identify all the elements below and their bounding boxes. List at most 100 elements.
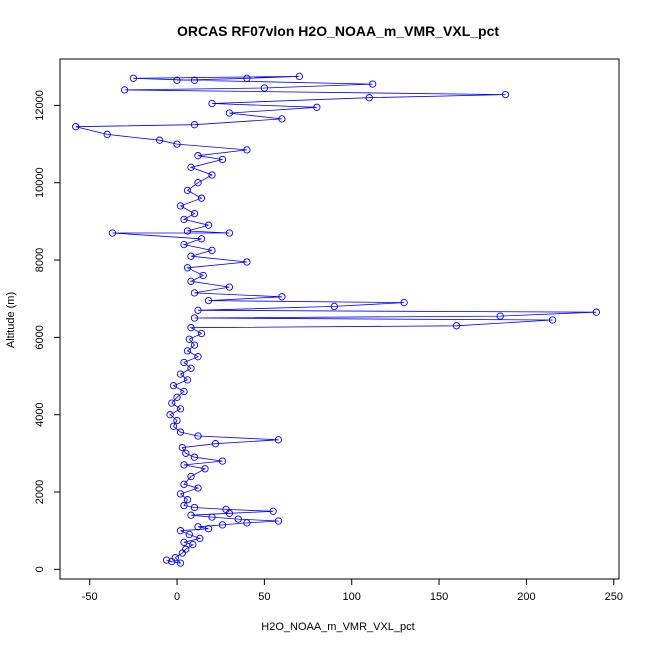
data-point [548,316,557,324]
data-point [190,209,199,218]
data-point [187,252,195,260]
data-point [162,556,171,564]
data-point [208,99,216,108]
y-tick-label: 6000 [34,325,46,349]
data-point [295,72,303,81]
data-point [190,453,199,461]
data-point [173,140,181,148]
data-point [183,186,192,195]
x-tick-label: 100 [343,591,361,603]
data-point [72,123,80,131]
data-point [278,293,286,301]
y-axis-label: Altitude (m) [5,292,17,348]
data-point [183,347,192,355]
data-point [108,229,117,237]
data-point [225,109,234,117]
data-point [180,501,188,510]
data-point [178,443,186,452]
data-point [496,312,504,320]
data-point [501,90,510,99]
data-point [194,353,202,361]
data-point [211,440,220,448]
data-point [169,382,178,390]
data-point [190,76,199,84]
data-point [187,364,195,372]
data-point [189,540,197,549]
data-point [169,422,178,430]
data-point [201,465,209,473]
data-point [194,432,202,440]
data-point [176,202,185,210]
y-tick-label: 4000 [34,402,46,426]
data-point [190,121,199,129]
data-point [183,227,192,235]
data-point [180,240,188,249]
x-tick-label: 250 [605,591,623,603]
data-point [190,289,199,297]
data-point [176,370,185,378]
x-axis-label: H2O_NOAA_m_VMR_VXL_pct [261,621,414,633]
y-tick-label: 8000 [34,248,46,272]
data-point [187,324,195,332]
data-point [243,258,251,266]
data-point [313,103,321,111]
x-axis: -50 0 50 100 150 200 250 [82,579,623,603]
data-point [190,341,199,349]
data-point [243,74,251,82]
data-point [196,534,204,543]
data-point [182,449,190,457]
y-tick-label: 2000 [34,480,46,504]
data-point [182,545,190,553]
data-point [204,296,213,305]
data-point [190,503,199,512]
data-point [176,527,185,535]
data-point [194,306,202,314]
plot-frame [59,58,620,580]
data-point [222,505,230,514]
data-point [197,235,206,243]
x-tick-label: 150 [430,591,448,603]
x-tick-label: 0 [174,591,180,603]
y-tick-label: 12000 [34,90,46,121]
data-point [183,496,192,504]
x-tick-label: -50 [82,591,98,603]
data-point [208,171,216,179]
data-point [197,329,206,338]
data-point [176,428,185,436]
data-point [120,86,129,94]
y-tick-label: 0 [34,566,46,572]
data-point [234,515,242,523]
data-point [183,264,192,272]
data-point [218,521,227,529]
data-point [183,376,192,384]
data-point [365,94,373,102]
data-point [185,530,193,539]
data-point [208,513,216,521]
data-point [452,322,461,330]
x-tick-label: 200 [517,591,535,603]
data-point [166,411,174,419]
data-point [278,115,286,123]
data-point [168,399,176,407]
data-point [400,298,408,307]
data-point [274,436,283,444]
series-line [75,76,597,564]
data-point [199,271,207,280]
data-point [218,457,227,465]
data-point [176,490,185,498]
data-point [194,523,202,531]
data-point [180,538,188,546]
data-point [197,194,206,202]
data-point [173,416,181,425]
data-point [218,155,227,164]
data-point [260,84,269,92]
data-point [171,554,179,562]
data-point [204,525,213,533]
data-point [194,484,202,492]
data-point [369,80,377,88]
data-point [269,507,277,515]
data-point [173,393,181,401]
data-point [176,559,185,567]
data-point [330,302,338,311]
